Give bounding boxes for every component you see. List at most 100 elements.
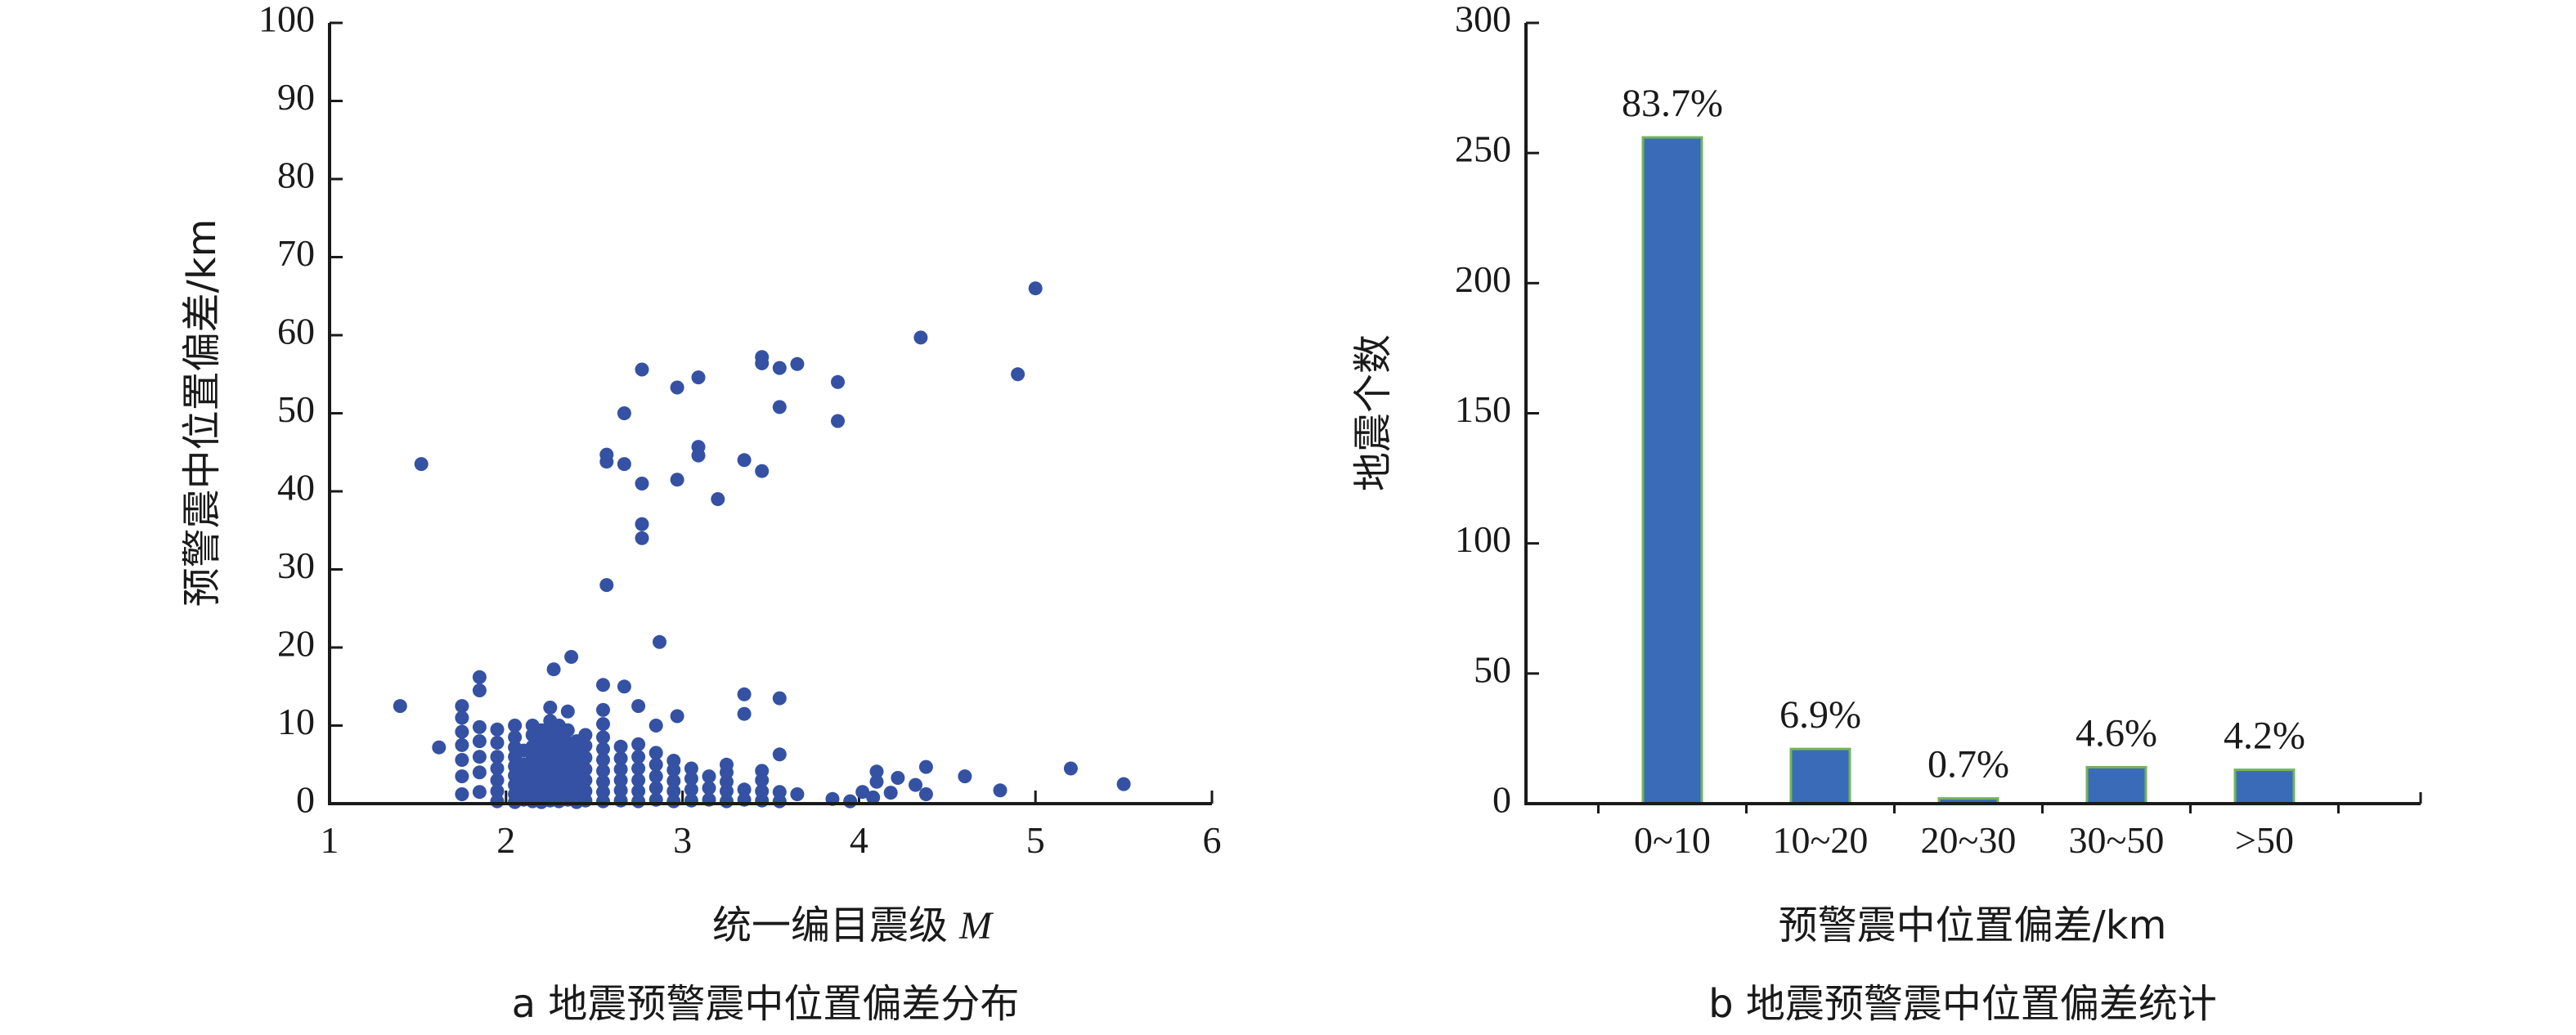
bar-data-label: 4.2%: [2224, 715, 2305, 758]
scatter-point: [855, 785, 870, 800]
scatter-y-tick-label: 50: [277, 388, 315, 430]
scatter-y-tick-label: 100: [258, 0, 315, 40]
scatter-point: [1116, 777, 1131, 791]
scatter-y-tick-label: 30: [277, 544, 315, 586]
bar-panel: 0 50 100 150 200 250 300 83.7% 6.9% 0.7% 4.6% 4.2%…: [1350, 0, 2422, 1027]
scatter-point: [670, 709, 684, 724]
scatter-point: [772, 361, 787, 375]
scatter-point: [1011, 367, 1025, 382]
scatter-point: [455, 737, 469, 752]
bar-y-tick-label: 250: [1455, 128, 1511, 170]
bar-x-tick-label: 0~10: [1634, 819, 1711, 861]
scatter-point: [691, 448, 706, 463]
scatter-point: [737, 782, 752, 797]
scatter-y-tick-label: 60: [277, 311, 315, 352]
scatter-point: [414, 457, 429, 472]
scatter-point: [393, 699, 407, 714]
scatter-point: [613, 762, 628, 777]
bar-data-label: 83.7%: [1622, 82, 1723, 125]
scatter-point: [455, 753, 469, 767]
scatter-point: [866, 790, 881, 804]
scatter-point: [631, 699, 646, 714]
scatter-point: [790, 356, 805, 371]
bar-data-label: 0.7%: [1928, 743, 2009, 786]
scatter-point: [599, 578, 614, 593]
scatter-point: [617, 679, 631, 694]
bar-x-tick-label: 20~30: [1921, 819, 2017, 861]
scatter-point: [635, 362, 649, 377]
scatter-point: [702, 781, 716, 795]
scatter-point: [613, 739, 628, 754]
scatter-point: [455, 787, 469, 801]
scatter-y-tick-label: 80: [277, 155, 315, 196]
scatter-point: [578, 728, 593, 742]
scatter-point: [737, 706, 752, 721]
bar-x-tick-label: 30~50: [2069, 819, 2165, 861]
scatter-point: [666, 754, 681, 768]
scatter-point: [869, 774, 884, 789]
scatter-point: [1063, 761, 1078, 776]
scatter-point: [909, 777, 922, 792]
bar-x-ticks: 0~10 10~20 20~30 30~50 >50: [1597, 792, 2422, 861]
scatter-point: [631, 784, 646, 799]
bar-caption: b 地震预警震中位置偏差统计: [1708, 981, 2217, 1027]
scatter-point: [737, 453, 752, 468]
scatter-x-label-text: 统一编目震级: [712, 903, 948, 948]
scatter-x-tick-label: 3: [673, 819, 692, 861]
scatter-point: [772, 691, 787, 706]
bar-y-axis-label: 地震个数: [1350, 334, 1396, 491]
scatter-point: [455, 710, 469, 725]
scatter-point: [472, 734, 487, 749]
scatter-point: [755, 764, 770, 778]
bar-y-tick-label: 100: [1455, 518, 1511, 560]
scatter-y-tick-label: 70: [277, 232, 315, 274]
bar-data-label: 4.6%: [2076, 711, 2157, 755]
scatter-x-tick-label: 2: [496, 819, 515, 861]
scatter-point: [631, 761, 646, 776]
scatter-point: [508, 719, 523, 733]
scatter-point: [831, 374, 845, 389]
scatter-point: [913, 330, 928, 345]
scatter-point: [648, 746, 663, 760]
scatter-x-tick-label: 6: [1203, 819, 1222, 861]
scatter-x-ticks: 1 2 3 4 5 6: [321, 791, 1222, 861]
scatter-point: [648, 719, 663, 733]
scatter-point: [670, 380, 684, 395]
scatter-point: [691, 370, 706, 385]
scatter-point: [596, 742, 610, 756]
scatter-panel: 0 10 20 30 40 50 60 70 80 90 100 1 2 3 4 5 6 预警震中位置偏差/k…: [179, 0, 1222, 1027]
bar-y-tick-label: 50: [1474, 648, 1511, 690]
scatter-point: [684, 761, 698, 776]
scatter-point: [755, 784, 770, 799]
scatter-point: [490, 722, 505, 737]
bar-y-ticks: 0 50 100 150 200 250 300: [1455, 0, 1539, 821]
scatter-point: [648, 781, 663, 795]
scatter-point: [596, 785, 610, 800]
scatter-point: [958, 769, 972, 784]
scatter-point: [883, 786, 898, 800]
scatter-point: [472, 750, 487, 764]
scatter-axes: [328, 23, 1212, 805]
scatter-point: [472, 765, 487, 780]
bar-x-axis-label: 预警震中位置偏差/km: [1779, 903, 2167, 948]
scatter-point: [711, 492, 725, 506]
scatter-point: [993, 783, 1008, 798]
bar-y-tick-label: 0: [1492, 779, 1511, 821]
bar-x-tick-label: 10~20: [1773, 819, 1869, 861]
bar-5: [2233, 768, 2296, 805]
scatter-point: [546, 662, 561, 677]
scatter-point: [737, 687, 752, 701]
scatter-point: [1028, 281, 1043, 296]
scatter-point: [653, 634, 666, 649]
scatter-point: [560, 723, 575, 737]
scatter-point: [684, 782, 698, 797]
scatter-point: [790, 787, 805, 801]
scatter-point: [617, 406, 631, 420]
scatter-point: [432, 740, 447, 755]
scatter-point: [869, 764, 884, 779]
scatter-point: [596, 774, 610, 789]
scatter-point: [635, 517, 649, 531]
scatter-point: [670, 473, 684, 487]
scatter-y-tick-label: 40: [277, 467, 315, 509]
